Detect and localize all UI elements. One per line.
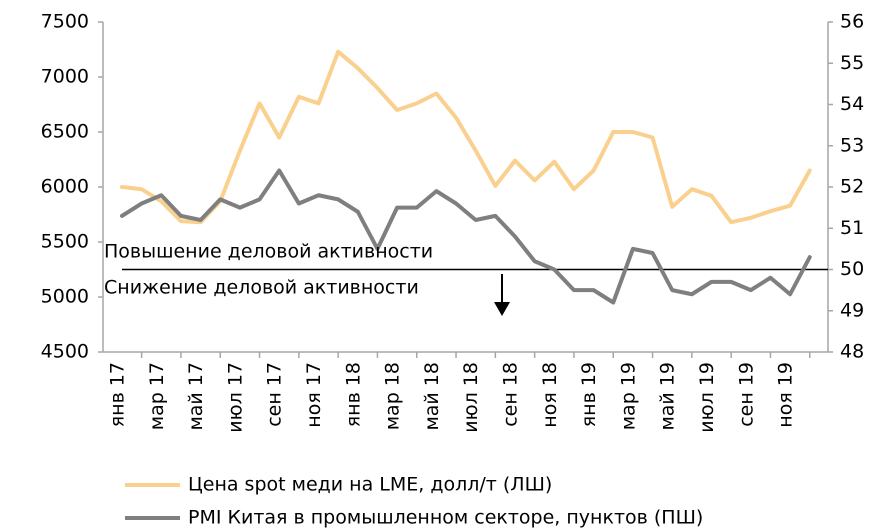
y2-tick-label: 53 xyxy=(840,134,864,156)
x-tick-label: июл 19 xyxy=(696,362,718,433)
y-tick-label: 5000 xyxy=(41,286,89,308)
annotation-up: Повышение деловой активности xyxy=(104,241,433,263)
legend-label: Цена spot меди на LME, долл/т (ЛШ) xyxy=(188,474,552,496)
y-tick-label: 6500 xyxy=(41,121,89,143)
x-tick-label: янв 17 xyxy=(107,362,129,427)
x-tick-label: сен 17 xyxy=(264,362,286,427)
series-line xyxy=(120,168,812,305)
x-tick-label: сен 19 xyxy=(735,362,757,427)
x-tick-label: мар 19 xyxy=(617,362,639,430)
x-tick-label: июл 18 xyxy=(460,362,482,433)
y2-tick-label: 49 xyxy=(840,299,864,321)
y2-tick-label: 48 xyxy=(840,341,864,363)
arrow-head xyxy=(494,302,510,316)
y-tick-label: 6000 xyxy=(41,176,89,198)
x-tick-label: сен 18 xyxy=(500,362,522,427)
x-tick-label: мар 18 xyxy=(382,362,404,430)
plot: 4500 5000 5500 6000 6500 7000 7500 48 49 50 51 52 53… xyxy=(41,11,865,529)
y-tick-label: 7500 xyxy=(41,11,89,33)
annotation-down: Снижение деловой активности xyxy=(104,277,419,299)
x-tick-label: янв 19 xyxy=(578,362,600,427)
legend-label: PMI Китая в промышленном секторе, пункто… xyxy=(188,507,703,529)
y-tick-label: 4500 xyxy=(41,341,89,363)
series-line xyxy=(120,49,812,225)
x-tick-label: ноя 18 xyxy=(539,362,561,428)
y2-tick-label: 51 xyxy=(840,217,864,239)
y2-tick-label: 56 xyxy=(840,11,864,33)
y2-tick-label: 50 xyxy=(840,258,864,280)
x-tick-label: ноя 17 xyxy=(303,362,325,428)
y2-tick-label: 54 xyxy=(840,93,864,115)
x-tick-label: май 19 xyxy=(657,362,679,431)
y2-tick-label: 52 xyxy=(840,176,864,198)
x-tick-label: май 17 xyxy=(185,362,207,431)
x-tick-label: июл 17 xyxy=(224,362,246,433)
x-tick-label: май 18 xyxy=(421,362,443,431)
x-tick-label: ноя 19 xyxy=(775,362,797,428)
y-tick-label: 5500 xyxy=(41,231,89,253)
x-tick-label: янв 18 xyxy=(342,362,364,427)
y2-tick-label: 55 xyxy=(840,52,864,74)
y-tick-label: 7000 xyxy=(41,66,89,88)
x-tick-label: мар 17 xyxy=(146,362,168,430)
